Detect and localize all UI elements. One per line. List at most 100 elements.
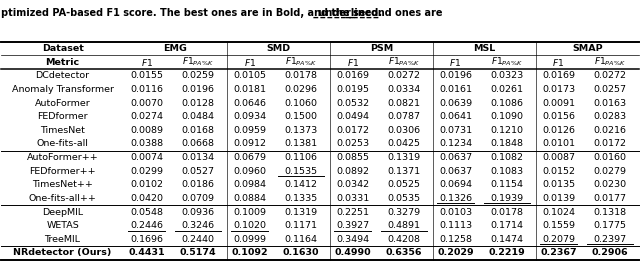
Text: 0.0160: 0.0160 (593, 153, 627, 162)
Text: 0.1024: 0.1024 (542, 207, 575, 217)
Text: $F1$: $F1$ (346, 57, 358, 68)
Text: 0.2079: 0.2079 (542, 235, 575, 244)
Text: 0.0261: 0.0261 (490, 85, 524, 94)
Text: 0.0646: 0.0646 (233, 99, 266, 108)
Text: 0.0892: 0.0892 (336, 167, 369, 176)
Text: 0.5174: 0.5174 (180, 248, 216, 257)
Text: SMAP: SMAP (572, 44, 602, 53)
Text: 0.1090: 0.1090 (490, 112, 524, 121)
Text: 0.0103: 0.0103 (439, 207, 472, 217)
Text: 0.0168: 0.0168 (182, 126, 214, 135)
Text: 0.1319: 0.1319 (285, 207, 317, 217)
Text: DCdetector: DCdetector (35, 71, 90, 80)
Text: 0.0934: 0.0934 (233, 112, 266, 121)
Text: 0.0999: 0.0999 (233, 235, 266, 244)
Text: 0.0091: 0.0091 (542, 99, 575, 108)
Text: 0.1082: 0.1082 (490, 153, 524, 162)
Text: $F1$: $F1$ (449, 57, 461, 68)
Text: 0.0074: 0.0074 (130, 153, 163, 162)
Text: 0.0272: 0.0272 (593, 71, 627, 80)
Text: FEDformer: FEDformer (37, 112, 88, 121)
Text: 0.1474: 0.1474 (490, 235, 524, 244)
Text: 0.0936: 0.0936 (182, 207, 214, 217)
Text: 0.2906: 0.2906 (592, 248, 628, 257)
Text: 0.0525: 0.0525 (388, 180, 420, 189)
Text: 0.0216: 0.0216 (593, 126, 627, 135)
Text: 0.0178: 0.0178 (285, 71, 317, 80)
Text: Metric: Metric (45, 58, 79, 67)
Text: 0.1210: 0.1210 (490, 126, 524, 135)
Text: 0.6356: 0.6356 (386, 248, 422, 257)
Text: 0.0279: 0.0279 (593, 167, 627, 176)
Text: 0.1164: 0.1164 (285, 235, 317, 244)
Text: 0.0342: 0.0342 (336, 180, 369, 189)
Text: $F1$: $F1$ (552, 57, 564, 68)
Text: 0.2367: 0.2367 (540, 248, 577, 257)
Text: 0.0420: 0.0420 (130, 194, 163, 203)
Text: ̲u̲n̲d̲e̲r̲l̲i̲n̲e̲d̲.: ̲u̲n̲d̲e̲r̲l̲i̲n̲e̲d̲. (1, 8, 383, 18)
Text: 0.0186: 0.0186 (182, 180, 214, 189)
Text: 0.0548: 0.0548 (130, 207, 163, 217)
Text: 0.0296: 0.0296 (285, 85, 317, 94)
Text: 0.2440: 0.2440 (182, 235, 214, 244)
Text: 0.0334: 0.0334 (387, 85, 420, 94)
Text: 0.0535: 0.0535 (387, 194, 420, 203)
Text: 0.0169: 0.0169 (542, 71, 575, 80)
Text: 0.0960: 0.0960 (233, 167, 266, 176)
Text: 0.0912: 0.0912 (233, 139, 266, 149)
Text: 0.0274: 0.0274 (130, 112, 163, 121)
Text: $F1$: $F1$ (141, 57, 153, 68)
Text: 0.3246: 0.3246 (182, 221, 214, 230)
Text: AutoFormer++: AutoFormer++ (27, 153, 99, 162)
Text: 0.0257: 0.0257 (593, 85, 627, 94)
Text: 0.0196: 0.0196 (439, 71, 472, 80)
Text: 0.1939: 0.1939 (490, 194, 524, 203)
Text: 0.0259: 0.0259 (182, 71, 214, 80)
Text: $F1_{PA\%K}$: $F1_{PA\%K}$ (388, 56, 420, 68)
Text: 0.0089: 0.0089 (130, 126, 163, 135)
Text: 0.0694: 0.0694 (439, 180, 472, 189)
Text: 0.0253: 0.0253 (336, 139, 369, 149)
Text: 0.0494: 0.0494 (336, 112, 369, 121)
Text: 0.0787: 0.0787 (388, 112, 420, 121)
Text: Anomaly Transformer: Anomaly Transformer (12, 85, 113, 94)
Text: 0.1371: 0.1371 (387, 167, 420, 176)
Text: 0.0306: 0.0306 (387, 126, 420, 135)
Text: 0.1559: 0.1559 (542, 221, 575, 230)
Text: 0.4990: 0.4990 (334, 248, 371, 257)
Text: 0.0181: 0.0181 (233, 85, 266, 94)
Text: 0.1113: 0.1113 (439, 221, 472, 230)
Text: 0.0155: 0.0155 (130, 71, 163, 80)
Text: MSL: MSL (473, 44, 495, 53)
Text: NRdetector (Ours): NRdetector (Ours) (13, 248, 112, 257)
Text: 0.0196: 0.0196 (182, 85, 214, 94)
Text: 0.0070: 0.0070 (130, 99, 163, 108)
Text: 0.0102: 0.0102 (130, 180, 163, 189)
Text: 0.1326: 0.1326 (439, 194, 472, 203)
Text: 0.1373: 0.1373 (284, 126, 317, 135)
Text: 0.0172: 0.0172 (336, 126, 369, 135)
Text: 0.0283: 0.0283 (593, 112, 627, 121)
Text: 0.1714: 0.1714 (490, 221, 524, 230)
Text: 0.0639: 0.0639 (439, 99, 472, 108)
Text: 0.0105: 0.0105 (233, 71, 266, 80)
Text: EMG: EMG (163, 44, 188, 53)
Text: 0.1086: 0.1086 (490, 99, 524, 108)
Text: 0.1318: 0.1318 (593, 207, 627, 217)
Text: 0.0484: 0.0484 (182, 112, 214, 121)
Text: 0.3494: 0.3494 (336, 235, 369, 244)
Text: FEDformer++: FEDformer++ (29, 167, 96, 176)
Text: 0.0884: 0.0884 (233, 194, 266, 203)
Text: 0.0637: 0.0637 (439, 167, 472, 176)
Text: 0.1154: 0.1154 (490, 180, 524, 189)
Text: 0.0299: 0.0299 (130, 167, 163, 176)
Text: 0.0126: 0.0126 (542, 126, 575, 135)
Text: AutoFormer: AutoFormer (35, 99, 90, 108)
Text: 0.1258: 0.1258 (439, 235, 472, 244)
Text: 0.0331: 0.0331 (336, 194, 369, 203)
Text: $F1_{PA\%K}$: $F1_{PA\%K}$ (182, 56, 214, 68)
Text: DeepMIL: DeepMIL (42, 207, 83, 217)
Text: 0.0272: 0.0272 (388, 71, 420, 80)
Text: 0.0821: 0.0821 (388, 99, 420, 108)
Text: 0.0161: 0.0161 (439, 85, 472, 94)
